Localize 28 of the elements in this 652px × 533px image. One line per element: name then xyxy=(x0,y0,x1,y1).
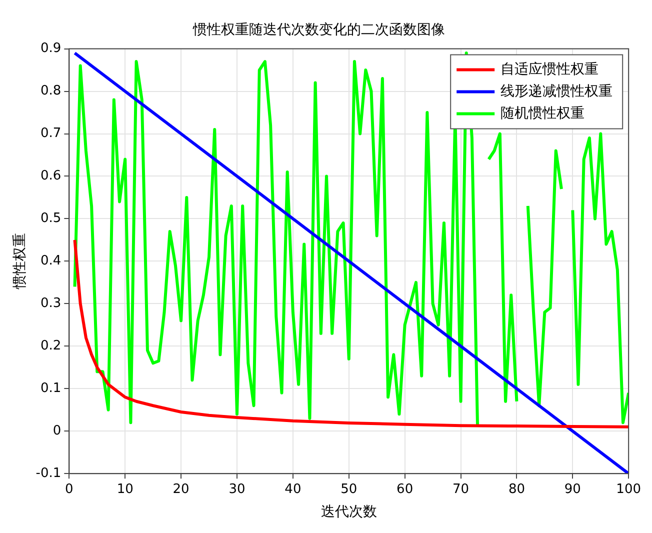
y-axis-title: 惯性权重 xyxy=(12,233,28,290)
x-tick-label: 100 xyxy=(616,482,642,497)
x-tick-label: 90 xyxy=(564,482,581,497)
x-tick-label: 30 xyxy=(228,482,246,497)
x-tick-label: 0 xyxy=(65,482,74,497)
y-tick-label: -0.1 xyxy=(36,466,62,481)
y-tick-label: 0 xyxy=(52,423,62,438)
chart-title: 惯性权重随迭代次数变化的二次函数图像 xyxy=(192,22,445,38)
x-tick-label: 50 xyxy=(340,482,358,497)
y-tick-label: 0.7 xyxy=(40,126,62,142)
y-tick-label: 0.9 xyxy=(40,41,62,56)
y-tick-label: 0.2 xyxy=(40,338,62,354)
x-tick-label: 40 xyxy=(284,482,302,497)
x-axis-title: 迭代次数 xyxy=(320,504,377,520)
legend-label: 自适应惯性权重 xyxy=(500,61,599,78)
x-tick-label: 60 xyxy=(396,482,414,497)
x-tick-label: 20 xyxy=(172,482,190,497)
x-tick-label: 10 xyxy=(116,482,134,497)
y-tick-label: 0.1 xyxy=(40,381,62,396)
x-tick-label: 70 xyxy=(452,482,470,497)
y-tick-label: 0.3 xyxy=(40,296,62,312)
legend-label: 线形递减惯性权重 xyxy=(500,83,613,100)
y-tick-label: 0.4 xyxy=(40,254,62,269)
y-tick-label: 0.6 xyxy=(40,168,62,184)
x-tick-label: 80 xyxy=(508,482,525,497)
y-tick-label: 0.8 xyxy=(40,84,62,99)
y-tick-label: 0.5 xyxy=(40,211,62,226)
legend-label: 随机惯性权重 xyxy=(500,105,585,122)
